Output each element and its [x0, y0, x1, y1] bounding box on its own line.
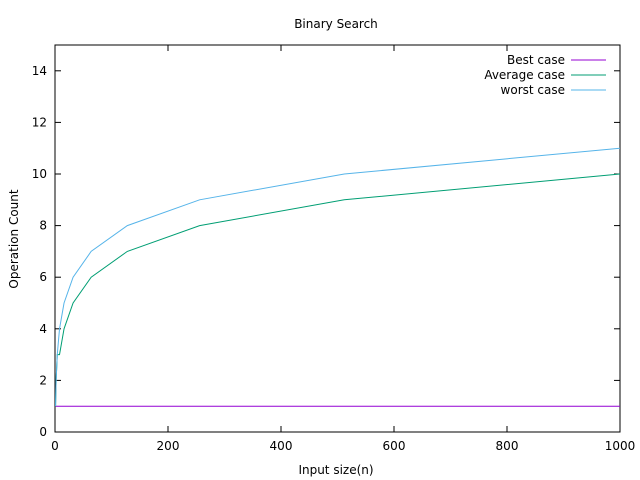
legend-label-worst-case: worst case — [501, 83, 565, 97]
x-tick-label: 400 — [270, 439, 293, 453]
legend-label-best-case: Best case — [507, 53, 565, 67]
y-tick-label: 12 — [32, 115, 47, 129]
y-tick-label: 14 — [32, 64, 47, 78]
plot-border — [54, 44, 621, 433]
x-tick-label: 0 — [51, 439, 59, 453]
series-line-worst-case — [55, 147, 621, 407]
plot-area: 0 200 400 600 800 1000 0 2 4 6 8 10 12 14 — [32, 44, 636, 453]
y-tick-label: 10 — [32, 167, 47, 181]
x-tick-label: 1000 — [605, 439, 636, 453]
y-tick-label: 8 — [39, 219, 47, 233]
y-tick-label: 4 — [39, 322, 47, 336]
y-tick-label: 6 — [39, 270, 47, 284]
series-line-average-case — [55, 173, 621, 407]
y-tick-label: 0 — [39, 425, 47, 439]
y-tick-label: 2 — [39, 373, 47, 387]
y-axis-title: Operation Count — [7, 189, 21, 288]
x-tick-label: 800 — [496, 439, 519, 453]
x-tick-label: 600 — [383, 439, 406, 453]
chart-title: Binary Search — [294, 17, 378, 31]
legend-label-average-case: Average case — [484, 68, 565, 82]
x-tick-label: 200 — [157, 439, 180, 453]
x-axis-title: Input size(n) — [298, 463, 373, 477]
